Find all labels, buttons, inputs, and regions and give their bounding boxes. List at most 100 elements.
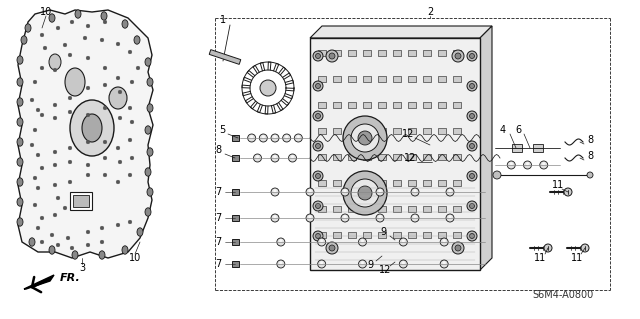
Circle shape [100, 226, 104, 230]
Circle shape [36, 186, 40, 190]
Circle shape [128, 138, 132, 142]
Bar [408, 232, 416, 238]
Bar [333, 180, 341, 186]
Circle shape [411, 188, 419, 196]
Circle shape [313, 81, 323, 91]
Bar [333, 206, 341, 212]
Circle shape [470, 174, 474, 179]
Ellipse shape [82, 114, 102, 142]
Circle shape [283, 134, 291, 142]
Circle shape [274, 135, 276, 138]
Circle shape [510, 162, 513, 165]
Bar [333, 128, 341, 134]
Circle shape [443, 261, 445, 264]
Ellipse shape [21, 36, 27, 44]
Bar [408, 154, 416, 160]
Circle shape [341, 214, 349, 222]
Circle shape [86, 230, 90, 234]
Circle shape [53, 116, 57, 120]
Bar [333, 50, 341, 56]
Circle shape [285, 135, 288, 138]
Circle shape [343, 171, 387, 215]
Circle shape [280, 261, 282, 264]
Bar [453, 128, 461, 134]
Ellipse shape [65, 68, 85, 96]
Circle shape [128, 106, 132, 110]
Bar [453, 102, 461, 108]
Bar [363, 232, 371, 238]
Text: 11: 11 [552, 180, 564, 190]
Circle shape [344, 215, 346, 218]
Bar [423, 232, 431, 238]
Circle shape [343, 116, 387, 160]
Text: 3: 3 [79, 263, 85, 273]
Ellipse shape [145, 208, 151, 216]
Circle shape [136, 66, 140, 70]
Circle shape [524, 161, 531, 169]
Circle shape [53, 183, 57, 187]
Circle shape [440, 260, 448, 268]
Text: 12: 12 [402, 129, 414, 139]
Circle shape [116, 146, 120, 150]
Text: S6M4-A0800: S6M4-A0800 [532, 290, 594, 300]
Circle shape [53, 68, 57, 72]
Ellipse shape [122, 20, 128, 28]
Circle shape [130, 80, 134, 84]
Circle shape [116, 180, 120, 184]
Circle shape [103, 106, 107, 110]
Circle shape [470, 84, 474, 88]
Circle shape [66, 236, 70, 240]
Ellipse shape [17, 198, 23, 206]
Circle shape [259, 134, 268, 142]
Circle shape [274, 189, 276, 192]
Bar [408, 76, 416, 82]
Circle shape [274, 155, 276, 158]
Circle shape [564, 188, 572, 196]
Circle shape [271, 214, 279, 222]
Circle shape [86, 163, 90, 167]
Bar [318, 232, 326, 238]
Circle shape [33, 128, 36, 132]
Circle shape [317, 260, 326, 268]
Polygon shape [24, 275, 54, 289]
Circle shape [413, 215, 417, 218]
Bar [232, 215, 239, 221]
Circle shape [103, 173, 107, 177]
Polygon shape [310, 26, 492, 38]
Text: 10: 10 [40, 7, 52, 17]
Bar [453, 180, 461, 186]
Bar [438, 232, 446, 238]
Bar [348, 206, 356, 212]
Ellipse shape [49, 246, 55, 254]
Circle shape [443, 239, 445, 242]
Circle shape [470, 204, 474, 209]
Circle shape [103, 83, 107, 87]
Ellipse shape [17, 158, 23, 166]
Text: 11: 11 [534, 253, 546, 263]
Circle shape [56, 196, 60, 200]
Bar [408, 206, 416, 212]
Bar [378, 180, 386, 186]
Circle shape [116, 76, 120, 80]
Bar [533, 144, 543, 152]
Bar [453, 206, 461, 212]
Circle shape [358, 186, 372, 200]
Bar [363, 50, 371, 56]
Bar [70, 192, 92, 210]
Circle shape [542, 162, 545, 165]
Circle shape [253, 154, 262, 162]
Circle shape [86, 24, 90, 28]
Circle shape [455, 53, 461, 59]
Ellipse shape [25, 24, 31, 32]
Circle shape [316, 174, 321, 179]
Bar [348, 154, 356, 160]
Bar [378, 128, 386, 134]
Circle shape [271, 188, 279, 196]
Ellipse shape [145, 126, 151, 134]
Bar [318, 102, 326, 108]
Circle shape [526, 162, 529, 165]
Circle shape [40, 166, 44, 170]
Bar [348, 50, 356, 56]
Circle shape [68, 146, 72, 150]
Circle shape [306, 188, 314, 196]
